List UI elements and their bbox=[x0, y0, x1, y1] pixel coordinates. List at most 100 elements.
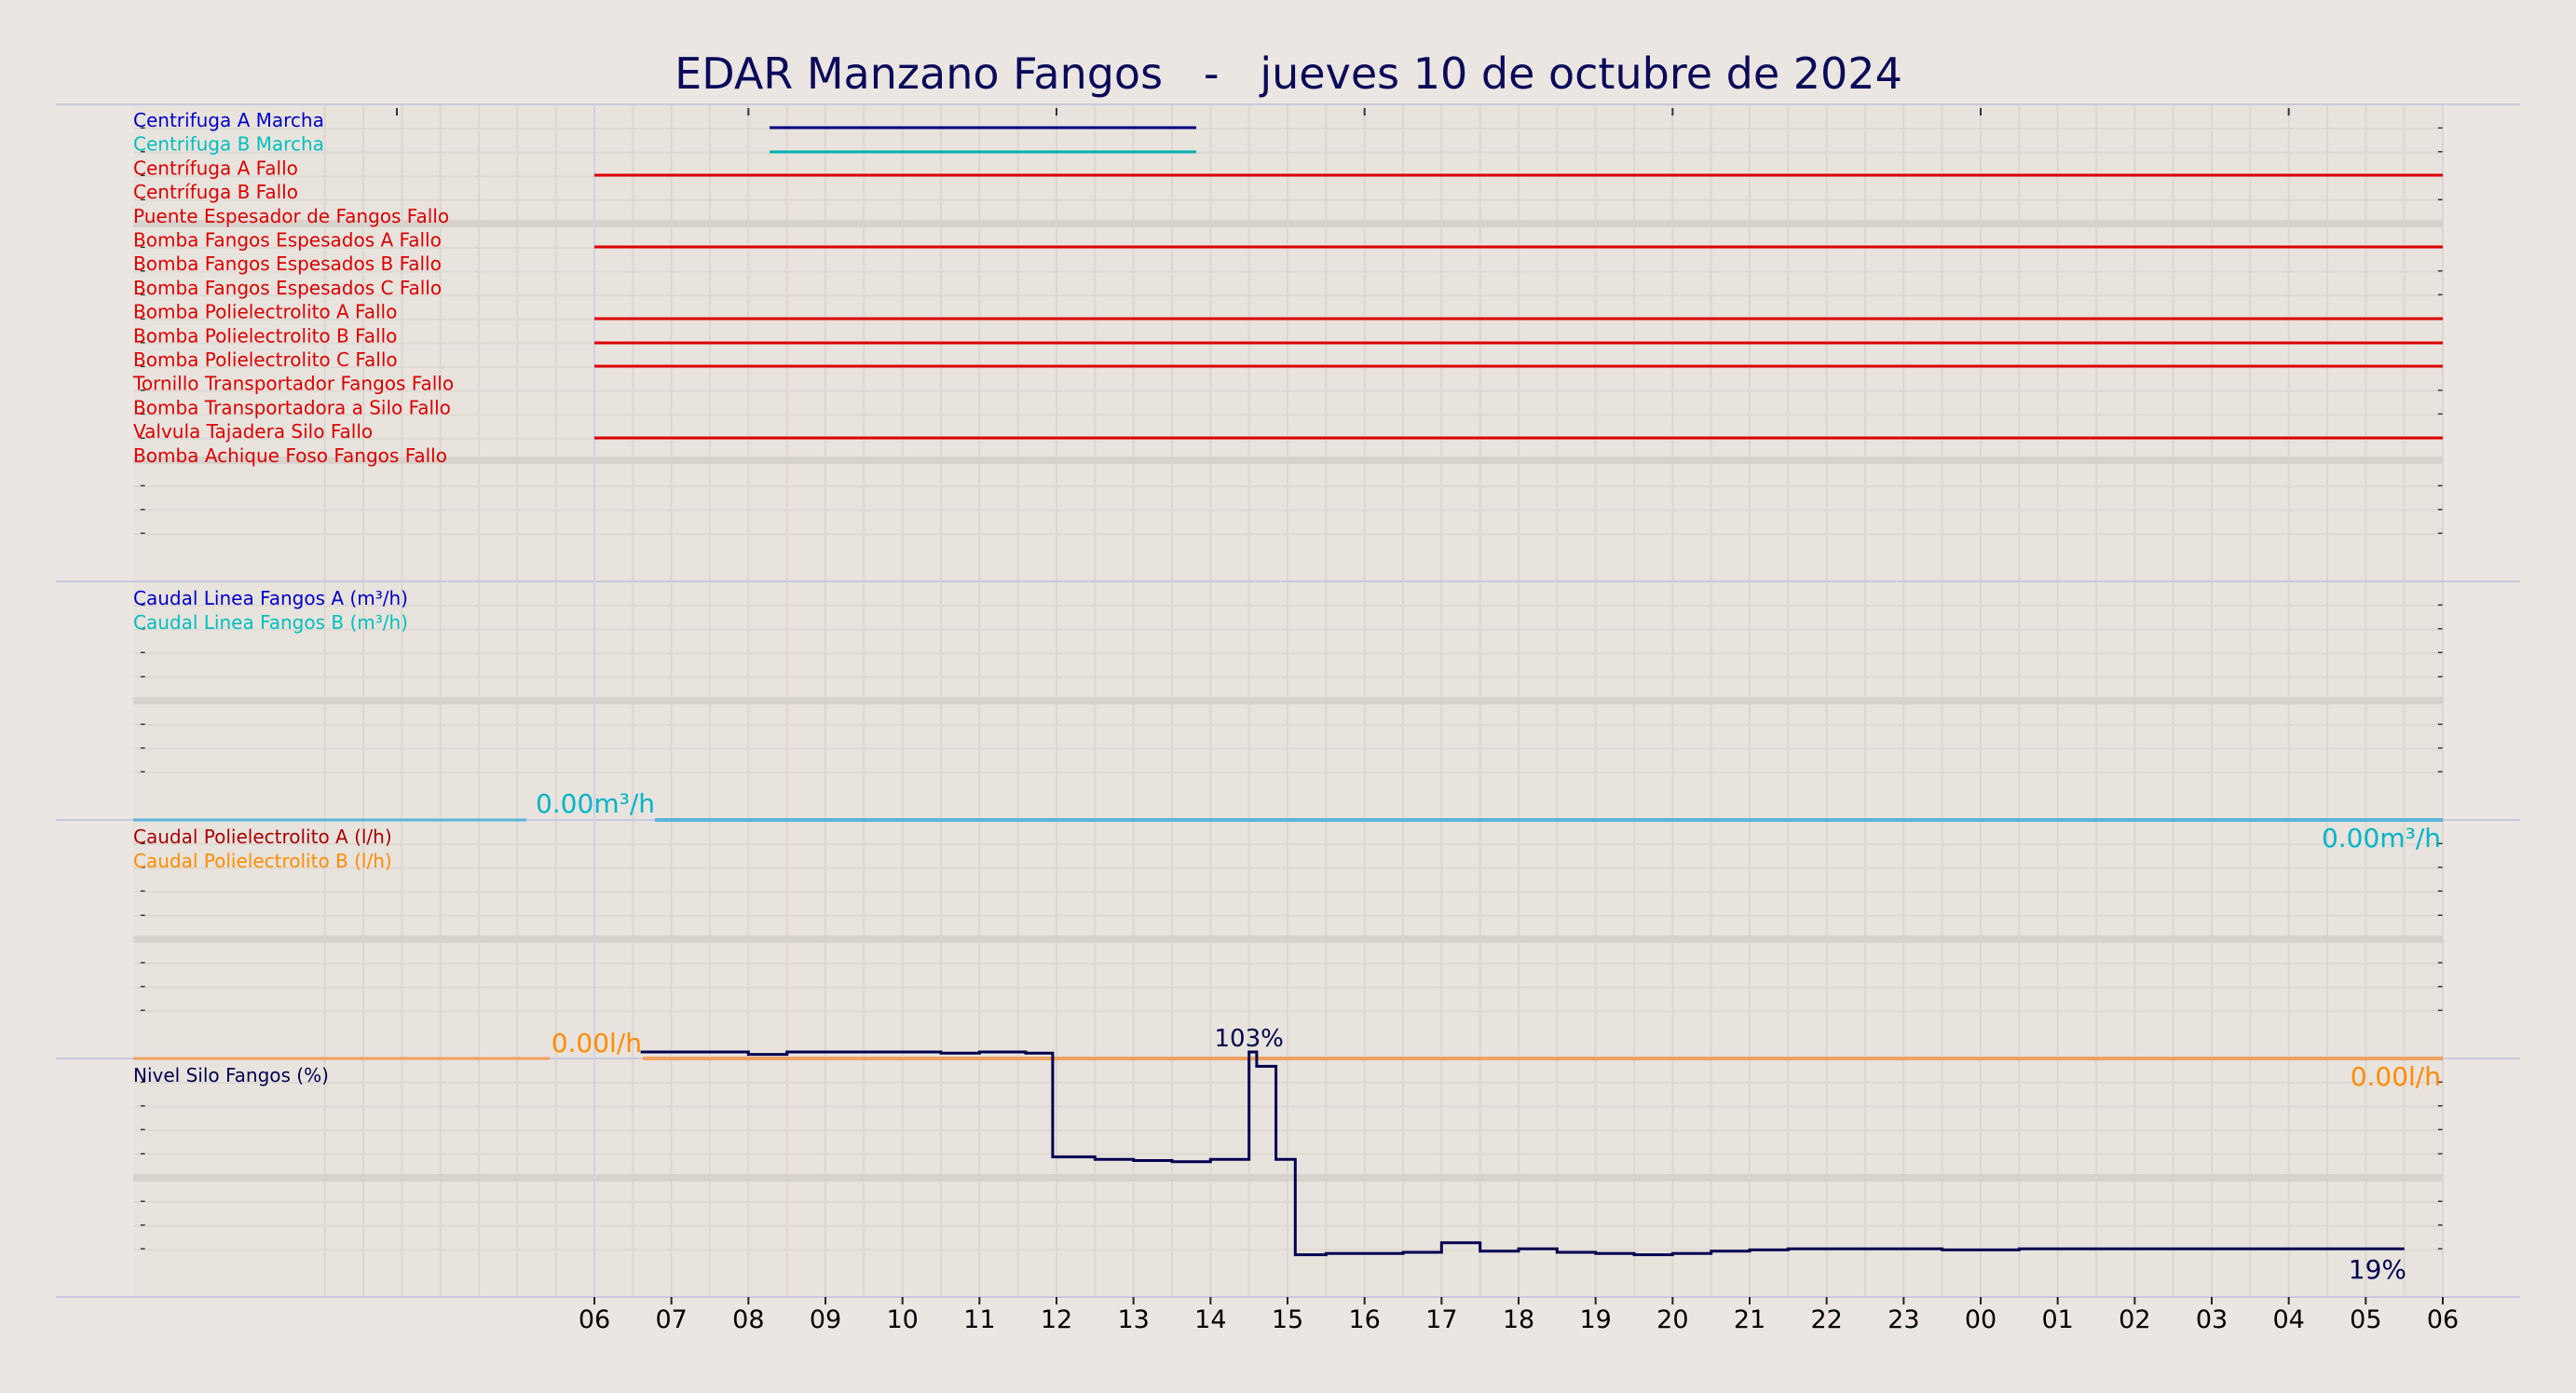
tick-mark-left: - bbox=[140, 189, 146, 209]
tick-mark-left: - bbox=[140, 428, 146, 447]
grid-layer: - - - - - - - - - - - - - - - - - - - - - - - - - - - - - - - - - - - - - - - -… bbox=[133, 104, 2444, 1297]
x-tick-label: 17 bbox=[1425, 1305, 1457, 1334]
x-tick-label: 13 bbox=[1117, 1305, 1149, 1334]
tick-mark-left: - bbox=[140, 976, 146, 996]
tick-mark-left: - bbox=[140, 237, 146, 256]
caudal-fangos-end-label: 0.00m³/h bbox=[2322, 823, 2441, 854]
tick-mark-left: - bbox=[140, 738, 146, 758]
x-tick-label: 02 bbox=[2119, 1305, 2150, 1334]
tick-mark-right: - bbox=[2437, 881, 2444, 900]
tick-mark-left: - bbox=[140, 642, 146, 662]
series-layer: 0.00m³/h 0.00m³/h 0.00l/h 0.00l/h 103% 19% bbox=[133, 126, 2443, 1285]
tick-mark-right: - bbox=[2437, 117, 2444, 137]
tick-mark-left: - bbox=[140, 905, 146, 924]
tick-mark-left: - bbox=[140, 380, 146, 400]
tick-mark-left: - bbox=[140, 1143, 146, 1163]
legend-label-state: Bomba Fangos Espesados A Fallo bbox=[133, 229, 442, 252]
tick-mark-left: - bbox=[140, 1191, 146, 1210]
tick-mark-right: - bbox=[2437, 499, 2444, 519]
tick-mark-left: - bbox=[140, 666, 146, 686]
x-tick-label: 12 bbox=[1041, 1305, 1072, 1334]
tick-mark-left: - bbox=[140, 619, 146, 638]
tick-mark-left: - bbox=[140, 952, 146, 972]
tick-mark-left: - bbox=[140, 165, 146, 184]
nivel-silo-end-label: 19% bbox=[2349, 1254, 2406, 1285]
legend-label-state: Bomba Polielectrolito A Fallo bbox=[133, 301, 397, 323]
tick-mark-left: - bbox=[140, 833, 146, 853]
x-tick-label: 16 bbox=[1348, 1305, 1380, 1334]
tick-mark-right: - bbox=[2437, 1119, 2444, 1139]
tick-mark-right: - bbox=[2437, 761, 2444, 781]
x-tick-label: 23 bbox=[1888, 1305, 1919, 1334]
caudal-poli-end-label: 0.00l/h bbox=[2351, 1061, 2441, 1092]
x-tick-label: 07 bbox=[655, 1305, 687, 1334]
legend-label-state: Centrifuga A Marcha bbox=[133, 109, 324, 131]
legend-label-state: Centrífuga B Fallo bbox=[133, 181, 298, 203]
x-tick-label: 21 bbox=[1734, 1305, 1765, 1334]
caudal-fangos-start-label: 0.00m³/h bbox=[536, 788, 655, 819]
tick-mark-right: - bbox=[2437, 403, 2444, 423]
tick-mark-right: - bbox=[2437, 1096, 2444, 1115]
legend-label-state: Bomba Fangos Espesados B Fallo bbox=[133, 253, 442, 275]
tick-mark-right: - bbox=[2437, 475, 2444, 495]
legend-label-state: Centrífuga A Fallo bbox=[133, 157, 298, 179]
tick-mark-left: - bbox=[140, 1119, 146, 1139]
x-tick-label: 14 bbox=[1194, 1305, 1226, 1334]
x-tick-label: 19 bbox=[1579, 1305, 1611, 1334]
tick-mark-right: - bbox=[2437, 261, 2444, 280]
x-axis: 06 07 08 09 10 11 12 13 14 15 16 17 18 19 20 21 22 23 00 01… bbox=[579, 1297, 2459, 1334]
x-tick-label: 04 bbox=[2272, 1305, 2304, 1334]
tick-mark-left: - bbox=[140, 881, 146, 900]
tick-mark-left: - bbox=[140, 594, 146, 614]
tick-mark-left: - bbox=[140, 761, 146, 781]
tick-mark-right: - bbox=[2437, 714, 2444, 733]
legend-label-state: Centrifuga B Marcha bbox=[133, 133, 324, 156]
tick-mark-left: - bbox=[140, 1072, 146, 1091]
legend-label-caudal-fangos: Caudal Linea Fangos A (m³/h) bbox=[133, 587, 408, 609]
tick-mark-right: - bbox=[2437, 642, 2444, 662]
legend-label-state: Tornillo Transportador Fangos Fallo bbox=[132, 373, 454, 395]
tick-mark-right: - bbox=[2437, 1238, 2444, 1258]
tick-mark-left: - bbox=[140, 523, 146, 542]
legend-label-state: Bomba Achique Foso Fangos Fallo bbox=[133, 444, 447, 467]
tick-mark-right: - bbox=[2437, 1000, 2444, 1019]
tick-mark-left: - bbox=[140, 1215, 146, 1235]
legend-label-state: Bomba Polielectrolito B Fallo bbox=[133, 324, 397, 347]
tick-mark-right: - bbox=[2437, 952, 2444, 972]
legend-label-state: Bomba Fangos Espesados C Fallo bbox=[133, 277, 442, 299]
x-tick-label: 05 bbox=[2350, 1305, 2381, 1334]
x-tick-label: 15 bbox=[1272, 1305, 1303, 1334]
x-tick-label: 08 bbox=[732, 1305, 764, 1334]
tick-mark-right: - bbox=[2437, 142, 2444, 161]
tick-mark-left: - bbox=[140, 475, 146, 495]
legend-label-caudal-fangos: Caudal Linea Fangos B (m³/h) bbox=[133, 611, 408, 634]
x-tick-label: 11 bbox=[963, 1305, 995, 1334]
tick-mark-left: - bbox=[140, 714, 146, 733]
tick-mark-left: - bbox=[140, 284, 146, 304]
tick-mark-left: - bbox=[140, 261, 146, 280]
tick-mark-right: - bbox=[2437, 1191, 2444, 1210]
tick-mark-right: - bbox=[2437, 1215, 2444, 1235]
x-tick-label: 20 bbox=[1656, 1305, 1688, 1334]
tick-mark-right: - bbox=[2437, 380, 2444, 400]
caudal-poli-start-label: 0.00l/h bbox=[552, 1028, 642, 1058]
x-tick-label: 03 bbox=[2196, 1305, 2228, 1334]
legend-label-nivel-silo: Nivel Silo Fangos (%) bbox=[133, 1064, 329, 1086]
legend-label-caudal-poli: Caudal Polielectrolito B (l/h) bbox=[133, 850, 392, 872]
legend-label-state: Puente Espesador de Fangos Fallo bbox=[133, 205, 449, 227]
tick-mark-right: - bbox=[2437, 666, 2444, 686]
x-tick-label: 06 bbox=[2427, 1305, 2459, 1334]
tick-mark-left: - bbox=[140, 332, 146, 351]
tick-mark-left: - bbox=[140, 499, 146, 519]
tick-mark-left: - bbox=[140, 117, 146, 137]
tick-mark-right: - bbox=[2437, 905, 2444, 924]
chart-title: EDAR Manzano Fangos - jueves 10 de octub… bbox=[675, 48, 1902, 99]
nivel-silo-max-label: 103% bbox=[1214, 1025, 1283, 1053]
tick-mark-right: - bbox=[2437, 976, 2444, 996]
tick-mark-right: - bbox=[2437, 1072, 2444, 1091]
x-tick-label: 18 bbox=[1503, 1305, 1534, 1334]
x-tick-label: 00 bbox=[1965, 1305, 1997, 1334]
